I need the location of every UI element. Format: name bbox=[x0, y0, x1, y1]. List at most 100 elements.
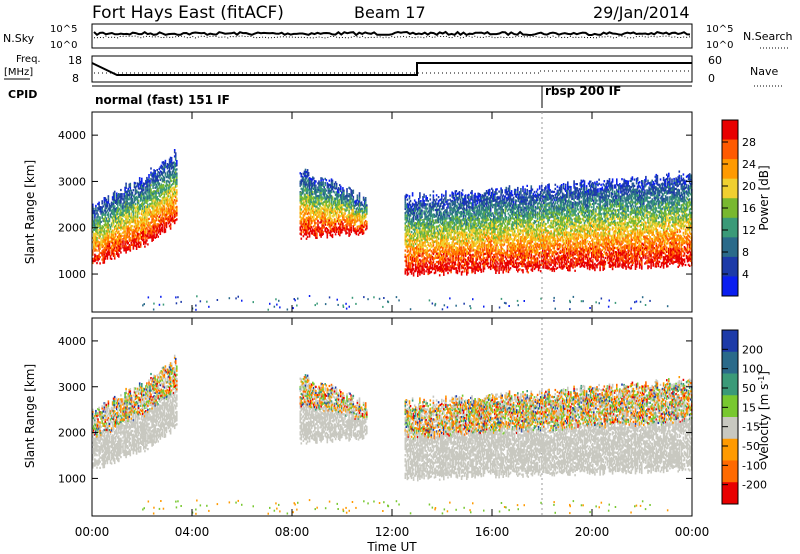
power-cell bbox=[130, 227, 133, 230]
power-cell bbox=[164, 172, 167, 175]
power-cell bbox=[106, 245, 109, 248]
power-cell bbox=[471, 204, 473, 207]
power-cell bbox=[324, 227, 326, 230]
power-cell bbox=[300, 220, 303, 224]
power-cell bbox=[475, 235, 477, 238]
power-cell bbox=[474, 234, 476, 237]
power-cell bbox=[454, 261, 457, 264]
power-cell bbox=[464, 198, 467, 201]
power-cell bbox=[112, 238, 115, 241]
power-cell bbox=[459, 236, 462, 239]
power-cell bbox=[125, 195, 127, 198]
power-cell bbox=[149, 211, 151, 214]
power-cell bbox=[104, 243, 107, 246]
power-cell bbox=[299, 172, 302, 175]
power-cell bbox=[168, 175, 171, 178]
power-cell bbox=[433, 222, 436, 225]
power-cell bbox=[135, 239, 138, 242]
power-cell bbox=[316, 209, 318, 212]
power-cell bbox=[176, 174, 178, 177]
power-cell bbox=[161, 174, 164, 177]
power-cell bbox=[170, 211, 173, 214]
power-cell bbox=[172, 182, 175, 185]
power-cell bbox=[472, 205, 474, 208]
power-cell bbox=[471, 196, 473, 199]
power-cell bbox=[145, 179, 147, 183]
power-cell bbox=[99, 226, 101, 229]
power-cell bbox=[414, 267, 417, 271]
power-cell bbox=[458, 207, 461, 210]
power-cell bbox=[455, 269, 458, 272]
power-cell bbox=[441, 216, 443, 219]
power-cell bbox=[121, 193, 123, 196]
power-cell bbox=[150, 215, 152, 218]
power-cell bbox=[161, 217, 164, 220]
power-cell bbox=[309, 196, 312, 199]
power-cell bbox=[111, 248, 114, 251]
power-cell bbox=[147, 180, 149, 183]
power-cell bbox=[446, 269, 448, 272]
power-cell bbox=[447, 261, 449, 264]
power-cell bbox=[105, 200, 108, 203]
power-cell bbox=[146, 197, 148, 200]
power-cell bbox=[154, 203, 156, 206]
power-cell bbox=[446, 254, 448, 257]
power-cell bbox=[133, 225, 136, 228]
power-cell bbox=[408, 266, 411, 269]
power-cell bbox=[438, 230, 441, 233]
power-cell bbox=[331, 235, 334, 239]
power-cell bbox=[471, 227, 473, 230]
power-cell bbox=[461, 212, 464, 215]
power-cell bbox=[428, 228, 431, 231]
power-cell bbox=[408, 234, 411, 237]
power-cell bbox=[442, 246, 444, 250]
power-cell bbox=[444, 245, 446, 248]
power-cell bbox=[426, 211, 428, 214]
power-cell bbox=[479, 252, 482, 255]
power-cell bbox=[357, 233, 360, 236]
power-cell bbox=[461, 251, 464, 254]
power-cell bbox=[152, 238, 154, 241]
power-cell bbox=[349, 218, 351, 221]
power-cell bbox=[406, 250, 409, 253]
power-cell bbox=[94, 260, 96, 263]
power-cell bbox=[127, 231, 129, 234]
power-cell bbox=[352, 200, 355, 203]
power-cell bbox=[407, 262, 410, 265]
power-cell bbox=[445, 200, 447, 203]
power-cell bbox=[316, 205, 318, 208]
power-cell bbox=[129, 201, 132, 204]
power-cell bbox=[158, 224, 161, 227]
power-cell bbox=[347, 203, 349, 206]
power-cell bbox=[332, 221, 335, 224]
power-cell bbox=[94, 243, 96, 246]
power-cell bbox=[460, 221, 463, 224]
power-cell bbox=[143, 209, 145, 212]
power-cell bbox=[474, 238, 476, 241]
power-cell bbox=[125, 234, 127, 237]
power-cell bbox=[358, 192, 361, 195]
power-cell bbox=[122, 231, 124, 234]
power-cell bbox=[339, 194, 341, 197]
power-cell bbox=[172, 217, 175, 221]
power-cell bbox=[445, 234, 447, 237]
power-cell bbox=[163, 168, 166, 171]
power-cell bbox=[100, 229, 102, 232]
power-cell bbox=[417, 262, 419, 265]
power-cell bbox=[460, 225, 463, 228]
power-cell bbox=[125, 241, 127, 244]
power-cell bbox=[423, 272, 425, 275]
power-cell bbox=[357, 225, 360, 228]
power-cell bbox=[307, 217, 310, 220]
power-cell bbox=[439, 202, 442, 205]
power-cell bbox=[118, 234, 120, 237]
power-cell bbox=[406, 240, 409, 243]
power-cell bbox=[129, 205, 132, 208]
power-cell bbox=[156, 198, 158, 201]
power-cell bbox=[335, 212, 338, 215]
power-cell bbox=[136, 201, 139, 204]
power-cell bbox=[142, 222, 144, 225]
power-cell bbox=[133, 194, 136, 197]
power-cell bbox=[114, 218, 117, 221]
power-cell bbox=[94, 253, 96, 256]
